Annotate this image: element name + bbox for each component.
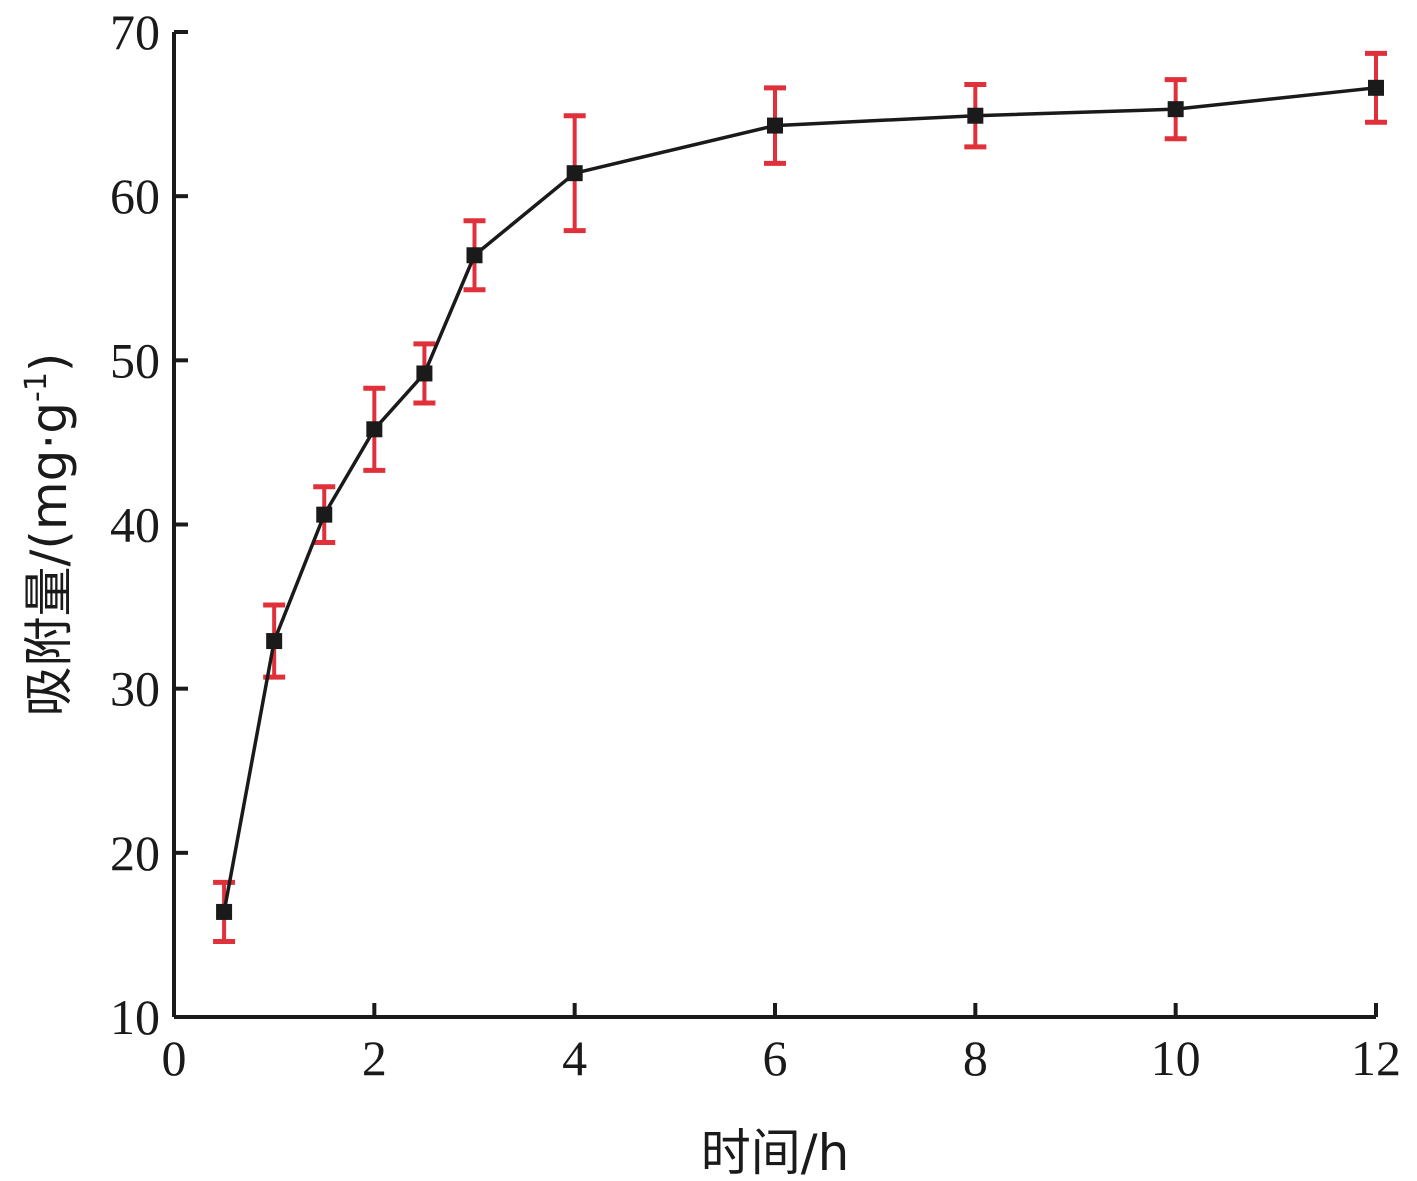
x-tick-label: 12	[1351, 1030, 1401, 1086]
x-tick-label: 6	[763, 1030, 788, 1086]
data-point	[767, 117, 783, 134]
y-tick-label: 10	[110, 989, 160, 1045]
y-tick-label: 20	[110, 825, 160, 881]
y-axis-title-main: 吸附量/(mg·g	[20, 402, 78, 716]
x-axis-title: 时间/h	[701, 1124, 850, 1181]
y-ticks: 10 20 30 40 50 60 70	[110, 4, 188, 1045]
x-tick-label: 4	[562, 1030, 587, 1086]
data-point	[316, 506, 333, 523]
x-ticks: 0 2 4 6 8 10 12	[162, 1003, 1401, 1086]
data-point	[566, 165, 583, 182]
series-line	[222, 86, 1377, 913]
data-point	[967, 107, 984, 124]
data-point	[1368, 79, 1384, 96]
data-point	[466, 247, 483, 264]
x-tick-label: 0	[162, 1030, 187, 1086]
y-tick-label: 70	[110, 4, 160, 60]
data-point	[1167, 101, 1184, 118]
y-tick-label: 40	[110, 497, 160, 553]
error-bars	[213, 50, 1387, 944]
data-point	[366, 421, 383, 438]
y-tick-label: 30	[110, 661, 160, 717]
data-point	[416, 365, 433, 382]
y-axis-title: 吸附量/(mg·g-1)	[19, 353, 78, 717]
y-tick-label: 50	[110, 332, 160, 388]
markers	[216, 79, 1384, 920]
x-tick-label: 8	[963, 1030, 988, 1086]
data-point	[216, 903, 233, 920]
y-axis-title-superscript: -1	[19, 372, 54, 402]
x-tick-label: 2	[362, 1030, 387, 1086]
y-axis-title-close: )	[20, 353, 78, 373]
y-tick-label: 60	[110, 168, 160, 224]
x-tick-label: 10	[1151, 1030, 1201, 1086]
axes	[172, 32, 1376, 1019]
data-point	[266, 633, 283, 650]
series-group	[222, 86, 1377, 913]
